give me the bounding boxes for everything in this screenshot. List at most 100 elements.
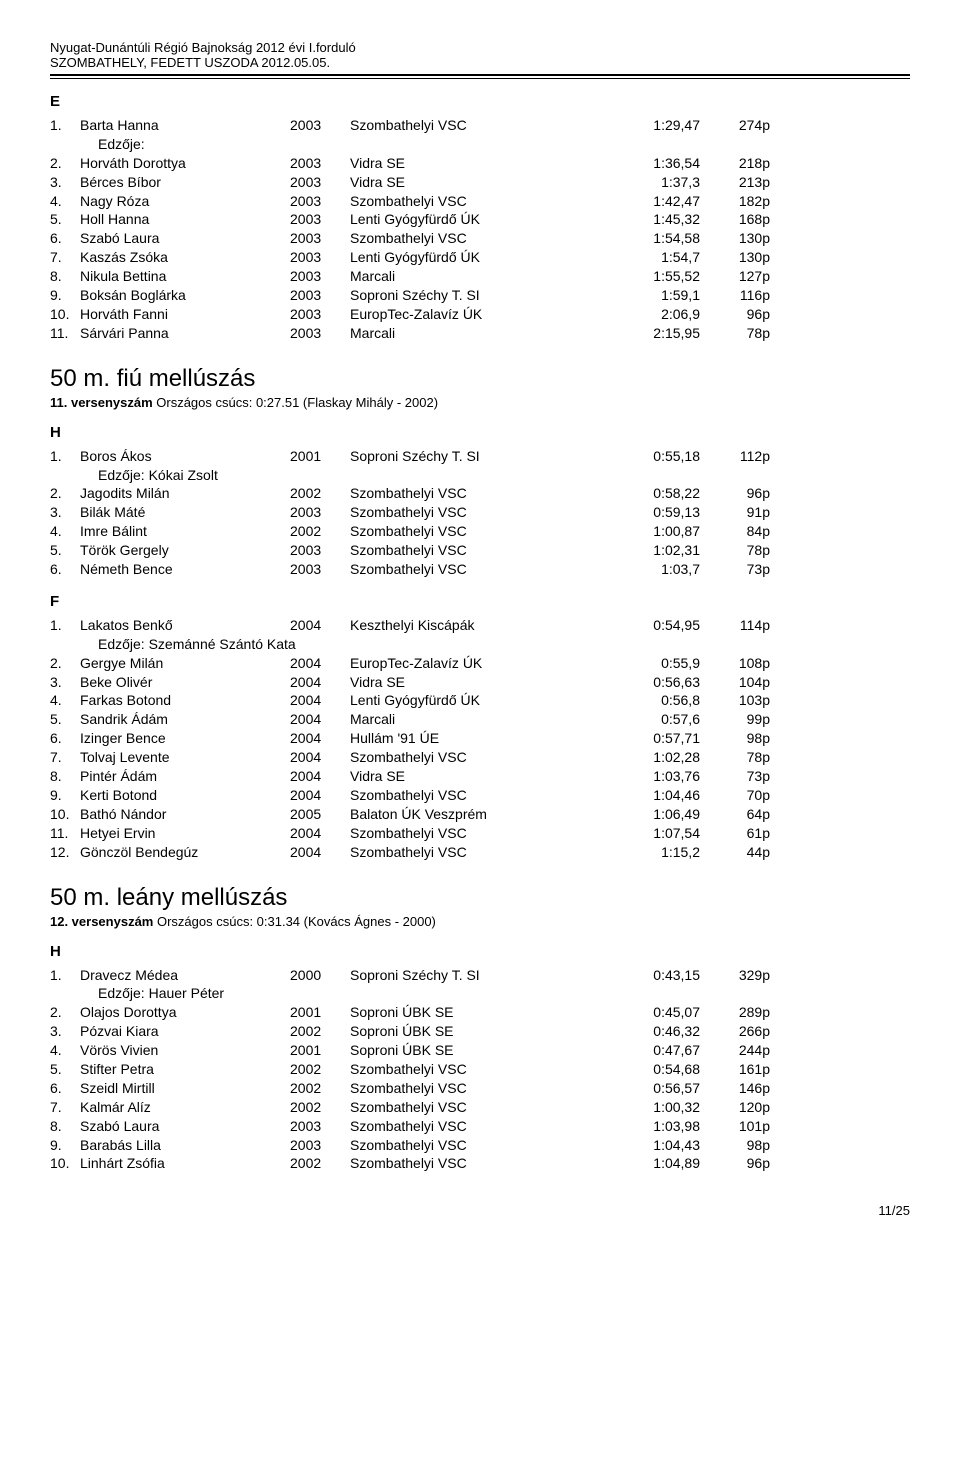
- divider-thick: [50, 74, 910, 76]
- club-cell: Szombathelyi VSC: [350, 786, 600, 805]
- points-cell: 130p: [700, 248, 770, 267]
- time-cell: 0:54,68: [600, 1060, 700, 1079]
- table-row: 5.Török Gergely2003Szombathelyi VSC1:02,…: [50, 541, 910, 560]
- name-cell: Pintér Ádám: [80, 767, 290, 786]
- points-cell: 112p: [700, 447, 770, 466]
- table-row: 10.Bathó Nándor2005Balaton ÚK Veszprém1:…: [50, 805, 910, 824]
- rank-cell: 2.: [50, 484, 80, 503]
- time-cell: 1:29,47: [600, 116, 700, 135]
- year-cell: 2003: [290, 1136, 350, 1155]
- rank-cell: 2.: [50, 154, 80, 173]
- rank-cell: 6.: [50, 729, 80, 748]
- club-cell: Szombathelyi VSC: [350, 192, 600, 211]
- name-cell: Pózvai Kiara: [80, 1022, 290, 1041]
- rank-cell: 2.: [50, 654, 80, 673]
- club-cell: Lenti Gyógyfürdő ÚK: [350, 248, 600, 267]
- year-cell: 2002: [290, 1154, 350, 1173]
- rank-cell: 4.: [50, 1041, 80, 1060]
- table-row: 6.Izinger Bence2004Hullám '91 ÚE0:57,719…: [50, 729, 910, 748]
- table-row: 6.Szeidl Mirtill2002Szombathelyi VSC0:56…: [50, 1079, 910, 1098]
- club-cell: Soproni Széchy T. SI: [350, 447, 600, 466]
- points-cell: 98p: [700, 1136, 770, 1155]
- year-cell: 2000: [290, 966, 350, 985]
- club-cell: Szombathelyi VSC: [350, 541, 600, 560]
- rank-cell: 6.: [50, 229, 80, 248]
- group-letter: H: [50, 424, 910, 441]
- table-row: 4.Imre Bálint2002Szombathelyi VSC1:00,87…: [50, 522, 910, 541]
- year-cell: 2003: [290, 192, 350, 211]
- club-cell: Szombathelyi VSC: [350, 560, 600, 579]
- table-row: 6.Németh Bence2003Szombathelyi VSC1:03,7…: [50, 560, 910, 579]
- club-cell: Szombathelyi VSC: [350, 484, 600, 503]
- points-cell: 70p: [700, 786, 770, 805]
- points-cell: 218p: [700, 154, 770, 173]
- year-cell: 2003: [290, 324, 350, 343]
- name-cell: Lakatos Benkő: [80, 616, 290, 635]
- points-cell: 78p: [700, 541, 770, 560]
- year-cell: 2003: [290, 210, 350, 229]
- name-cell: Horváth Dorottya: [80, 154, 290, 173]
- year-cell: 2002: [290, 484, 350, 503]
- points-cell: 73p: [700, 767, 770, 786]
- name-cell: Horváth Fanni: [80, 305, 290, 324]
- club-cell: Marcali: [350, 267, 600, 286]
- table-row: 12.Gönczöl Bendegúz2004Szombathelyi VSC1…: [50, 843, 910, 862]
- time-cell: 1:03,98: [600, 1117, 700, 1136]
- name-cell: Nikula Bettina: [80, 267, 290, 286]
- rank-cell: 1.: [50, 447, 80, 466]
- club-cell: EuropTec-Zalavíz ÚK: [350, 305, 600, 324]
- club-cell: Szombathelyi VSC: [350, 748, 600, 767]
- rank-cell: 9.: [50, 786, 80, 805]
- year-cell: 2004: [290, 691, 350, 710]
- points-cell: 266p: [700, 1022, 770, 1041]
- year-cell: 2003: [290, 286, 350, 305]
- table-row: 5.Holl Hanna2003Lenti Gyógyfürdő ÚK1:45,…: [50, 210, 910, 229]
- points-cell: 161p: [700, 1060, 770, 1079]
- year-cell: 2004: [290, 748, 350, 767]
- table-row: 2.Olajos Dorottya2001Soproni ÚBK SE0:45,…: [50, 1003, 910, 1022]
- name-cell: Szabó Laura: [80, 1117, 290, 1136]
- rank-cell: 10.: [50, 805, 80, 824]
- year-cell: 2003: [290, 560, 350, 579]
- table-row: 10.Linhárt Zsófia2002Szombathelyi VSC1:0…: [50, 1154, 910, 1173]
- name-cell: Farkas Botond: [80, 691, 290, 710]
- trainer-line: Edzője:: [50, 135, 910, 154]
- rank-cell: 9.: [50, 1136, 80, 1155]
- points-cell: 108p: [700, 654, 770, 673]
- year-cell: 2004: [290, 729, 350, 748]
- year-cell: 2004: [290, 843, 350, 862]
- points-cell: 182p: [700, 192, 770, 211]
- year-cell: 2005: [290, 805, 350, 824]
- time-cell: 1:45,32: [600, 210, 700, 229]
- name-cell: Stifter Petra: [80, 1060, 290, 1079]
- time-cell: 1:59,1: [600, 286, 700, 305]
- rank-cell: 4.: [50, 192, 80, 211]
- year-cell: 2003: [290, 541, 350, 560]
- points-cell: 168p: [700, 210, 770, 229]
- name-cell: Sárvári Panna: [80, 324, 290, 343]
- table-row: 7.Kaszás Zsóka2003Lenti Gyógyfürdő ÚK1:5…: [50, 248, 910, 267]
- time-cell: 1:07,54: [600, 824, 700, 843]
- year-cell: 2003: [290, 248, 350, 267]
- rank-cell: 3.: [50, 1022, 80, 1041]
- table-row: 10.Horváth Fanni2003EuropTec-Zalavíz ÚK2…: [50, 305, 910, 324]
- year-cell: 2003: [290, 154, 350, 173]
- points-cell: 101p: [700, 1117, 770, 1136]
- group-letter: H: [50, 943, 910, 960]
- time-cell: 2:15,95: [600, 324, 700, 343]
- club-cell: Szombathelyi VSC: [350, 116, 600, 135]
- table-row: 1.Boros Ákos2001Soproni Széchy T. SI0:55…: [50, 447, 910, 466]
- rank-cell: 7.: [50, 1098, 80, 1117]
- name-cell: Boros Ákos: [80, 447, 290, 466]
- points-cell: 96p: [700, 484, 770, 503]
- club-cell: Vidra SE: [350, 173, 600, 192]
- time-cell: 0:43,15: [600, 966, 700, 985]
- points-cell: 116p: [700, 286, 770, 305]
- club-cell: Soproni ÚBK SE: [350, 1003, 600, 1022]
- time-cell: 0:58,22: [600, 484, 700, 503]
- year-cell: 2003: [290, 503, 350, 522]
- time-cell: 1:42,47: [600, 192, 700, 211]
- table-row: 8.Szabó Laura2003Szombathelyi VSC1:03,98…: [50, 1117, 910, 1136]
- club-cell: Szombathelyi VSC: [350, 1079, 600, 1098]
- rank-cell: 5.: [50, 210, 80, 229]
